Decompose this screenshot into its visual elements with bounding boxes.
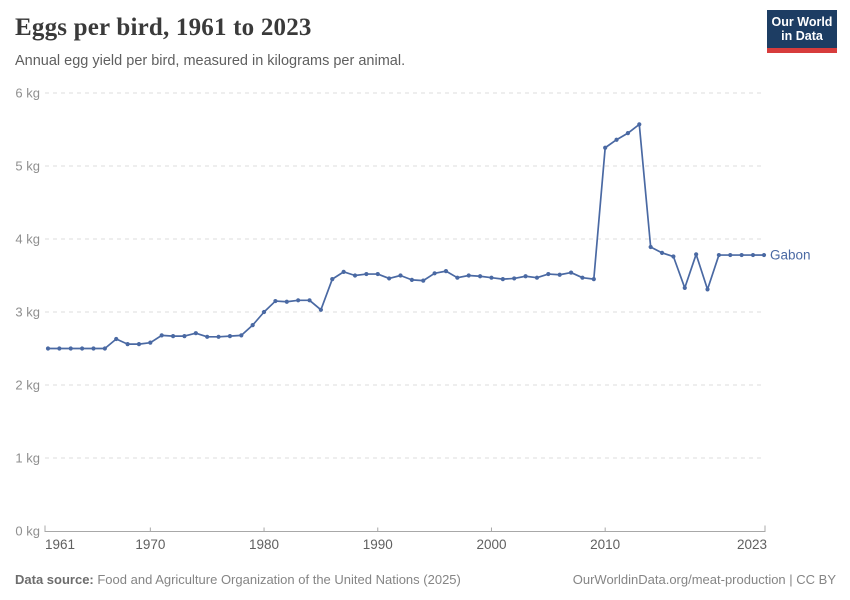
chart-footer: Data source: Food and Agriculture Organi… <box>15 572 836 587</box>
data-point-1985[interactable] <box>318 307 324 312</box>
footer-citation-link[interactable]: OurWorldinData.org/meat-production | CC … <box>572 572 836 587</box>
data-point-2005[interactable] <box>546 271 551 277</box>
data-point-1990[interactable] <box>375 271 380 277</box>
data-point-2019[interactable] <box>705 287 710 292</box>
data-point-2017[interactable] <box>682 285 687 291</box>
data-point-1961[interactable] <box>45 346 51 351</box>
ytick-label-1kg: 1 kg <box>15 451 40 466</box>
data-point-1979[interactable] <box>250 323 255 328</box>
data-point-1969[interactable] <box>136 342 142 347</box>
data-source-label: Data source: <box>15 572 94 587</box>
data-point-2012[interactable] <box>625 131 631 136</box>
data-point-1982[interactable] <box>284 299 289 304</box>
data-source-note: Data source: Food and Agriculture Organi… <box>15 572 461 587</box>
data-point-2008[interactable] <box>580 275 585 280</box>
series-line-gabon[interactable] <box>48 123 753 350</box>
data-point-2018[interactable] <box>694 252 699 257</box>
owid-logo-line2: in Data <box>781 29 823 44</box>
data-point-1976[interactable] <box>216 334 221 339</box>
data-point-2004[interactable] <box>534 275 540 280</box>
data-point-2003[interactable] <box>523 274 528 279</box>
data-point-1968[interactable] <box>125 342 130 347</box>
xtick-label-2000: 2000 <box>476 537 506 552</box>
data-point-2016[interactable] <box>671 254 676 259</box>
data-point-1983[interactable] <box>296 298 301 303</box>
data-point-1974[interactable] <box>193 331 198 336</box>
data-point-1973[interactable] <box>182 333 187 339</box>
data-point-1970[interactable] <box>148 340 153 345</box>
data-point-1998[interactable] <box>466 273 471 278</box>
x-axis-line <box>44 525 766 532</box>
data-point-1963[interactable] <box>68 346 73 351</box>
ytick-label-6kg: 6 kg <box>15 86 40 101</box>
data-point-2009[interactable] <box>591 277 596 282</box>
data-point-1971[interactable] <box>159 333 164 338</box>
data-point-1977[interactable] <box>227 333 233 339</box>
data-point-1988[interactable] <box>352 273 358 278</box>
data-point-1972[interactable] <box>170 333 176 339</box>
data-point-1978[interactable] <box>239 333 244 338</box>
page-title: Eggs per bird, 1961 to 2023 <box>15 14 312 41</box>
data-point-2023[interactable] <box>750 252 756 258</box>
xtick-label-2010: 2010 <box>590 537 620 552</box>
data-point-2006[interactable] <box>557 272 562 277</box>
ytick-label-0kg: 0 kg <box>15 524 40 539</box>
ytick-label-3kg: 3 kg <box>15 305 40 320</box>
series-label-gabon[interactable]: Gabon <box>770 248 811 263</box>
data-point-2011[interactable] <box>614 137 619 142</box>
data-point-2020[interactable] <box>716 252 721 258</box>
xtick-label-2023: 2023 <box>737 537 767 552</box>
data-point-2015[interactable] <box>659 250 665 255</box>
data-source-text[interactable]: Food and Agriculture Organization of the… <box>93 572 461 587</box>
owid-logo-line1: Our World <box>771 15 833 29</box>
data-point-1991[interactable] <box>387 276 392 281</box>
data-point-2021[interactable] <box>728 252 733 258</box>
data-point-2022[interactable] <box>739 252 744 258</box>
data-point-1997[interactable] <box>455 275 460 280</box>
series-end-marker <box>761 252 767 258</box>
xtick-label-1970: 1970 <box>135 537 165 552</box>
data-point-1994[interactable] <box>421 278 426 283</box>
data-point-1981[interactable] <box>273 298 278 304</box>
data-point-1975[interactable] <box>205 334 210 339</box>
data-point-1966[interactable] <box>102 346 107 351</box>
data-point-1993[interactable] <box>409 277 414 282</box>
data-point-1999[interactable] <box>477 274 483 279</box>
data-point-2001[interactable] <box>500 277 505 282</box>
data-point-1964[interactable] <box>80 346 85 351</box>
data-point-2007[interactable] <box>568 270 574 275</box>
xtick-label-1980: 1980 <box>249 537 279 552</box>
ytick-label-4kg: 4 kg <box>15 232 40 247</box>
xtick-label-1961: 1961 <box>45 537 75 552</box>
owid-logo[interactable]: Our World in Data <box>767 10 837 53</box>
data-point-2010[interactable] <box>603 145 608 150</box>
xtick-label-1990: 1990 <box>363 537 393 552</box>
data-point-1980[interactable] <box>261 309 267 315</box>
data-point-1984[interactable] <box>307 298 312 303</box>
data-point-1987[interactable] <box>341 269 346 274</box>
ytick-label-2kg: 2 kg <box>15 378 40 393</box>
data-point-1996[interactable] <box>443 269 449 274</box>
data-point-2000[interactable] <box>489 275 494 280</box>
data-point-2002[interactable] <box>512 276 517 281</box>
chart-subtitle: Annual egg yield per bird, measured in k… <box>15 53 406 69</box>
data-point-2013[interactable] <box>637 122 642 127</box>
data-point-1992[interactable] <box>398 273 403 278</box>
data-point-1962[interactable] <box>57 346 62 351</box>
ytick-label-5kg: 5 kg <box>15 159 40 174</box>
data-point-1989[interactable] <box>364 271 369 277</box>
data-point-1986[interactable] <box>330 277 335 282</box>
data-point-1995[interactable] <box>432 271 437 276</box>
data-point-1965[interactable] <box>91 346 96 351</box>
data-point-1967[interactable] <box>114 336 119 342</box>
data-point-2014[interactable] <box>648 244 653 250</box>
